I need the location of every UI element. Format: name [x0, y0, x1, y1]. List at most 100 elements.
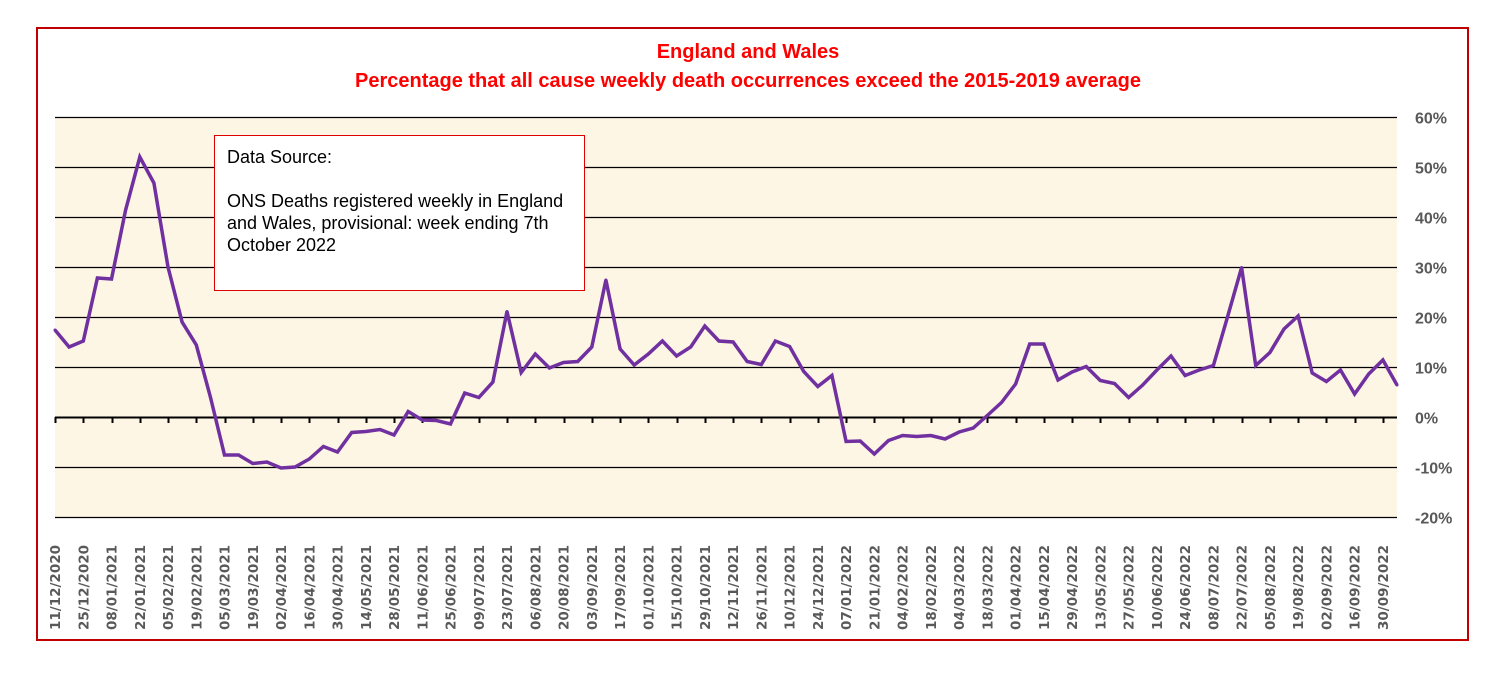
data-point: [1395, 383, 1399, 387]
y-tick-label: 50%: [1415, 161, 1447, 178]
x-tick-label: 12/11/2021: [726, 545, 742, 630]
y-tick-label: 20%: [1415, 311, 1447, 328]
x-tick-label: 27/05/2022: [1122, 545, 1138, 630]
data-point: [336, 450, 339, 454]
data-point: [124, 208, 128, 212]
data-point: [152, 181, 156, 185]
data-point: [491, 380, 495, 384]
x-tick-label: 23/07/2021: [500, 545, 516, 630]
data-point: [901, 434, 905, 437]
x-tick-label: 18/03/2022: [980, 545, 996, 630]
data-point: [745, 360, 749, 363]
data-point: [265, 460, 269, 464]
data-point: [251, 462, 255, 465]
data-point: [717, 339, 721, 343]
x-tick-label: 17/09/2021: [613, 545, 629, 630]
data-point: [208, 395, 212, 399]
data-point: [1155, 368, 1159, 372]
data-point: [53, 328, 57, 332]
data-point: [632, 363, 636, 367]
data-point: [1028, 342, 1032, 346]
x-tick-label: 20/08/2021: [557, 545, 573, 630]
chart-title: England and Wales: [656, 41, 840, 63]
data-point: [830, 374, 834, 377]
x-tick-label: 15/04/2022: [1037, 545, 1053, 630]
data-point: [378, 428, 382, 431]
x-tick-label: 22/01/2021: [133, 545, 149, 630]
data-source-annotation: Data Source: ONS Deaths registered weekl…: [214, 135, 585, 291]
data-point: [1197, 368, 1201, 372]
series-line-excess: [53, 152, 1399, 470]
chart-subtitle: Percentage that all cause weekly death o…: [355, 70, 1141, 92]
data-point: [1014, 382, 1018, 386]
data-point: [872, 452, 876, 456]
data-point: [519, 371, 523, 374]
data-point: [1084, 365, 1088, 368]
data-point: [194, 343, 198, 347]
x-tick-label: 08/07/2022: [1206, 545, 1222, 630]
data-point: [943, 437, 947, 441]
y-tick-label: -20%: [1415, 511, 1452, 528]
data-point: [166, 265, 170, 269]
data-point: [1353, 392, 1357, 396]
data-point: [350, 431, 354, 434]
data-point: [929, 434, 933, 437]
data-points: [53, 155, 1399, 470]
data-point: [773, 339, 777, 343]
data-point: [237, 453, 241, 457]
annotation-body: ONS Deaths registered weekly in England …: [227, 191, 564, 255]
x-axis-labels: 11/12/2020 25/12/2020 08/01/2021 22/01/2021…: [48, 545, 1392, 630]
x-tick-label: 04/02/2022: [896, 545, 912, 630]
data-point: [505, 310, 509, 313]
data-point: [1169, 354, 1173, 358]
data-point: [590, 345, 594, 349]
x-tick-label: 16/04/2021: [302, 545, 318, 630]
x-tick-label: 13/05/2022: [1093, 545, 1109, 630]
data-point: [477, 396, 481, 399]
data-point: [1070, 370, 1074, 374]
x-tick-label: 01/10/2021: [641, 545, 657, 630]
data-point: [985, 414, 989, 417]
x-tick-label: 25/06/2021: [444, 545, 460, 630]
data-point: [1296, 314, 1300, 318]
data-point: [1226, 315, 1229, 319]
data-point: [321, 445, 325, 448]
data-point: [1113, 382, 1116, 385]
x-tick-label: 19/08/2022: [1291, 545, 1307, 630]
data-point: [307, 457, 311, 461]
x-tick-label: 16/09/2022: [1348, 545, 1364, 630]
y-axis-labels: 60% 50% 40% 30% 20% 10% 0% -10% -20%: [1415, 111, 1452, 528]
x-tick-label: 03/09/2021: [585, 545, 601, 630]
data-point: [887, 439, 890, 442]
data-point: [463, 391, 467, 395]
data-point: [1240, 266, 1244, 269]
data-point: [971, 426, 975, 430]
data-point: [689, 345, 693, 349]
data-point: [576, 360, 580, 363]
x-tick-label: 10/06/2022: [1150, 545, 1166, 630]
data-point: [1042, 342, 1046, 346]
data-point: [1056, 378, 1060, 382]
data-point: [759, 363, 763, 366]
data-point: [957, 430, 961, 434]
y-tick-label: 10%: [1415, 361, 1447, 378]
data-point: [223, 453, 226, 457]
data-point: [533, 352, 537, 356]
x-tick-label: 29/10/2021: [698, 545, 714, 630]
data-point: [449, 422, 452, 426]
x-tick-label: 26/11/2021: [754, 545, 770, 630]
data-point: [562, 361, 565, 364]
data-point: [81, 339, 85, 343]
data-point: [1324, 380, 1328, 383]
y-tick-label: 40%: [1415, 211, 1447, 228]
data-point: [392, 433, 396, 437]
data-point: [802, 370, 806, 373]
data-point: [110, 277, 113, 281]
data-point: [1268, 351, 1272, 354]
data-point: [1282, 327, 1286, 331]
data-point: [675, 354, 679, 358]
x-tick-label: 15/10/2021: [670, 545, 686, 630]
x-tick-label: 21/01/2022: [867, 545, 883, 630]
data-point: [816, 385, 820, 388]
